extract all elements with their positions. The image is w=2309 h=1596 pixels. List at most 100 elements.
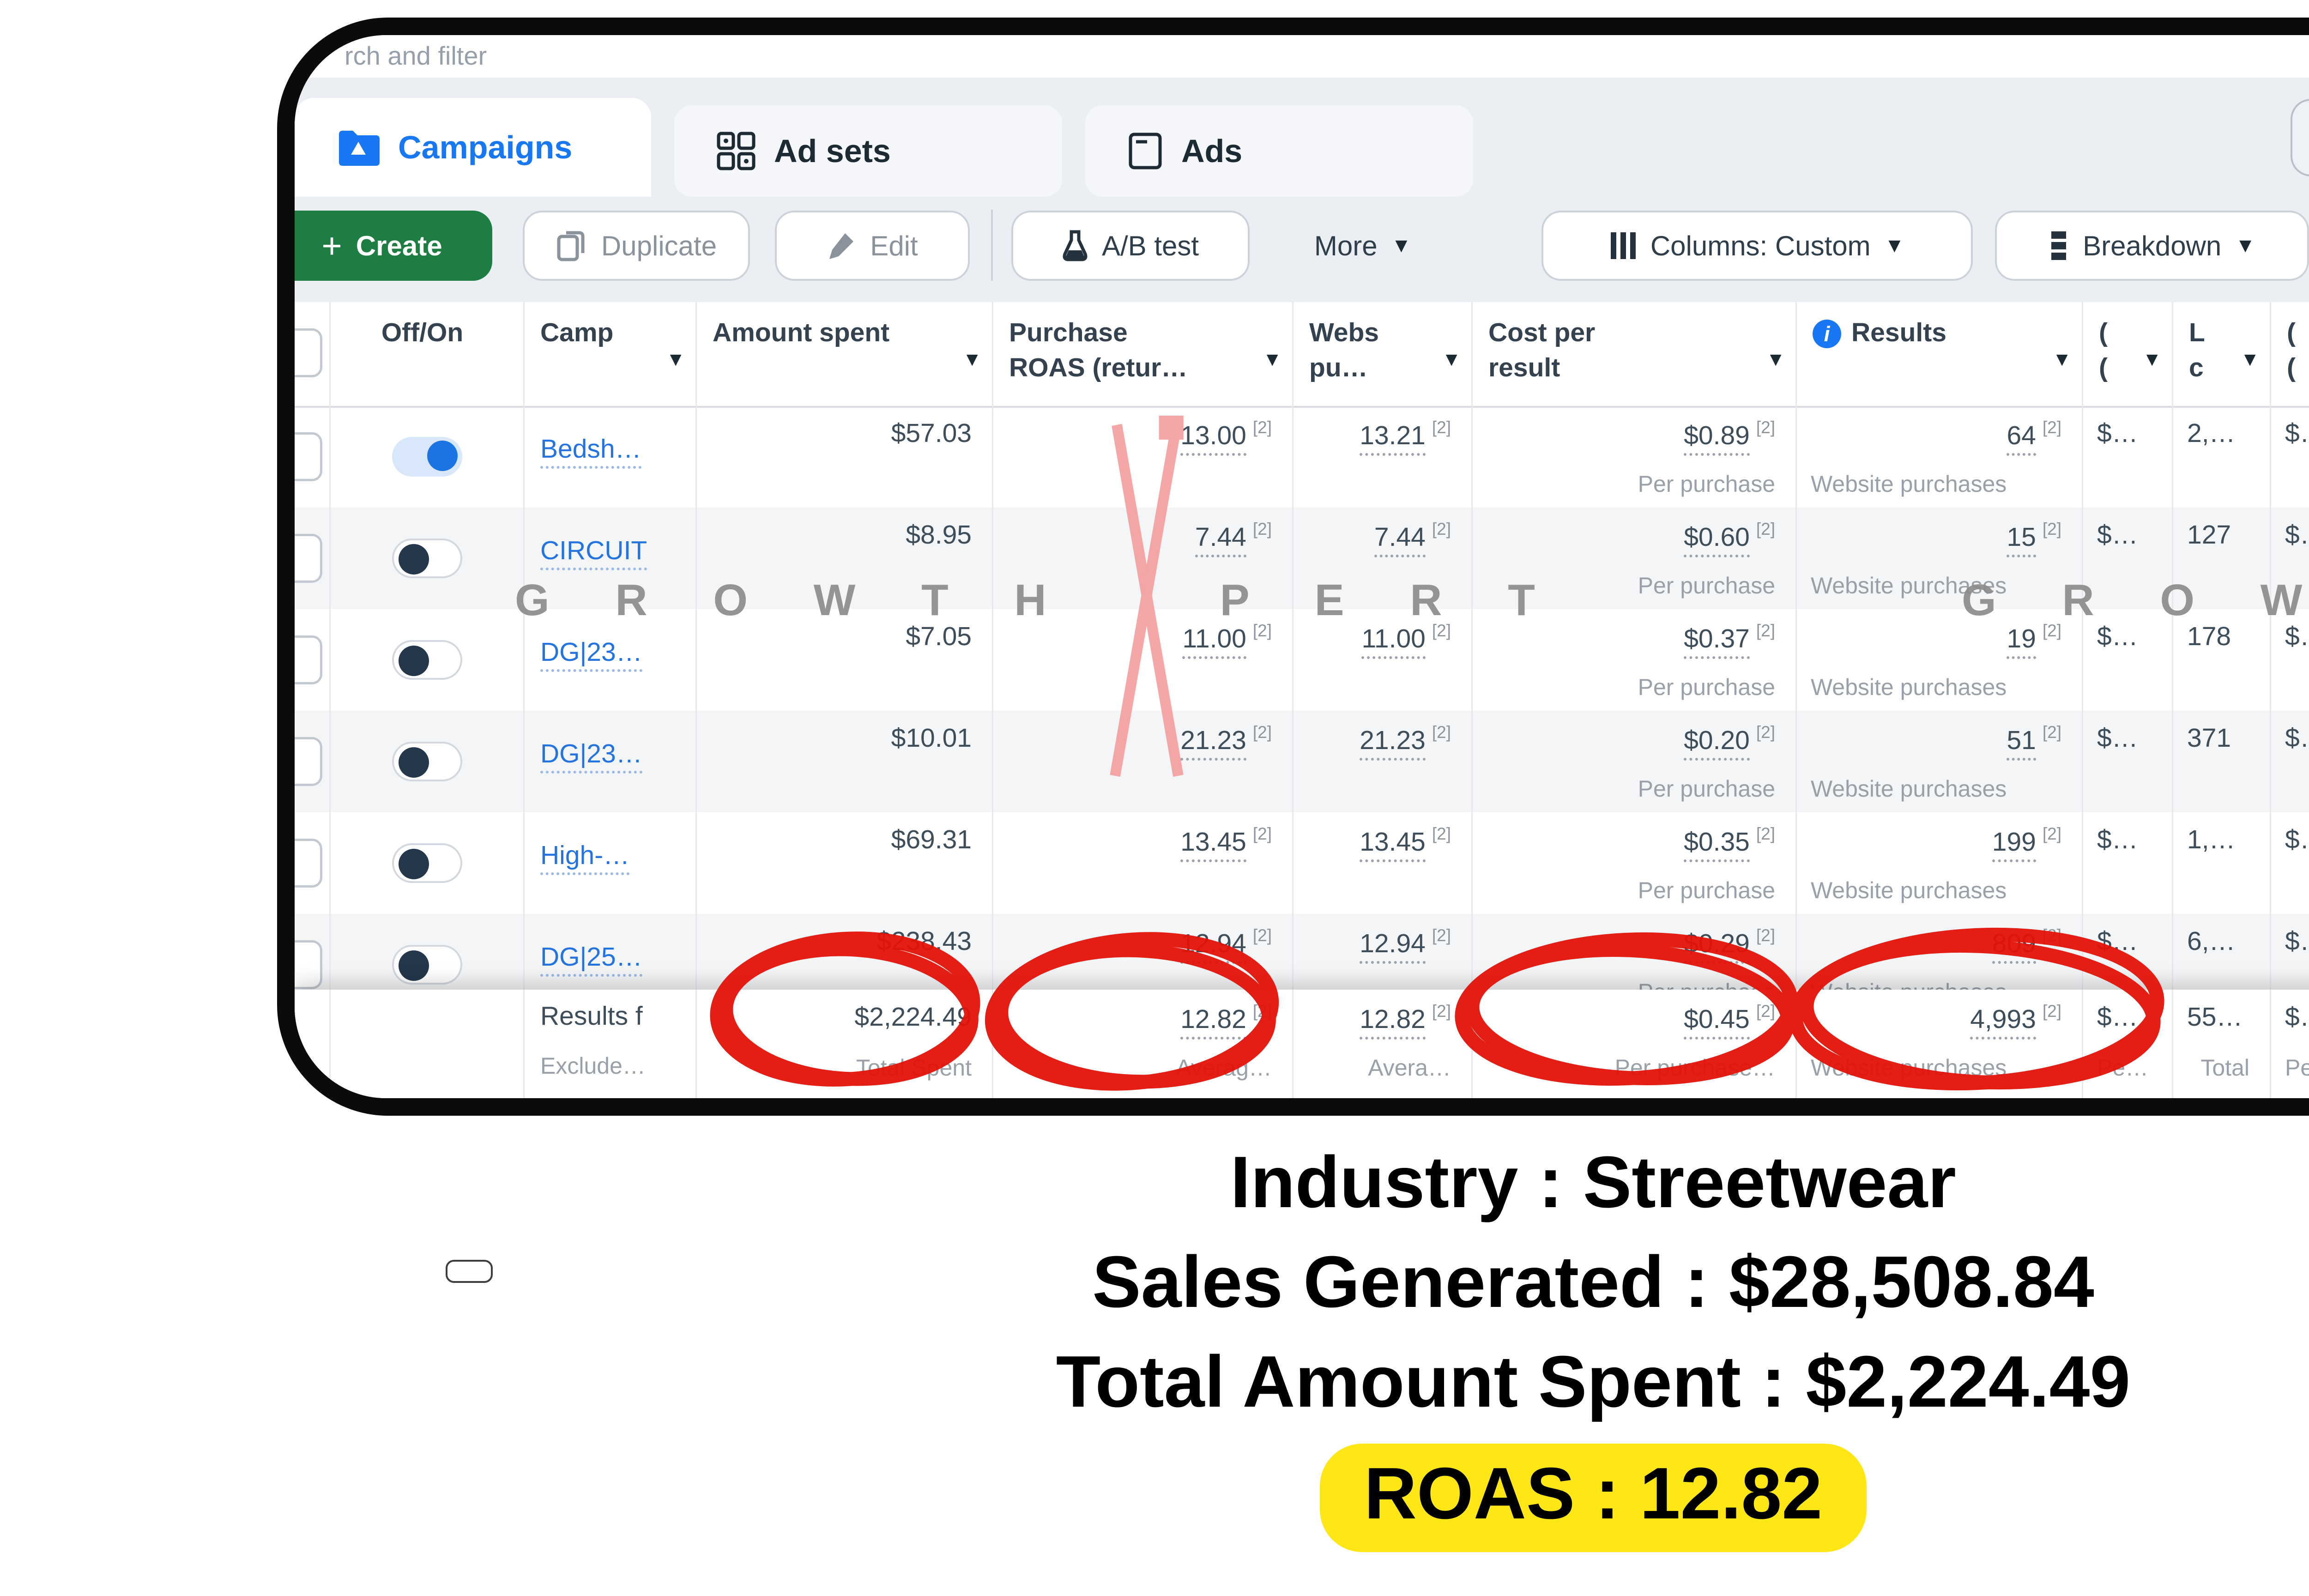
metric-value-text[interactable]: 199 bbox=[1992, 827, 2036, 862]
summary-industry: Industry : Streetwear bbox=[1230, 1142, 1956, 1223]
campaign-toggle[interactable] bbox=[392, 640, 462, 680]
metric-value: $… bbox=[2271, 1002, 2309, 1032]
campaign-toggle[interactable] bbox=[392, 437, 462, 477]
sort-caret-icon[interactable]: ▼ bbox=[2052, 348, 2072, 370]
metric-value-text: $… bbox=[2097, 622, 2138, 651]
toolbar: + Create Duplicate Edit bbox=[295, 197, 2309, 302]
row-checkbox[interactable] bbox=[295, 839, 322, 888]
row-checkbox[interactable] bbox=[295, 737, 322, 786]
metric-value-text[interactable]: 11.00 bbox=[1361, 624, 1426, 659]
campaign-name-link[interactable]: DG|25… bbox=[540, 942, 642, 977]
sort-caret-icon[interactable]: ▼ bbox=[666, 348, 685, 370]
sort-caret-icon[interactable]: ▼ bbox=[2142, 348, 2162, 370]
metric-value-text[interactable]: 13.00 bbox=[1180, 421, 1246, 456]
metric-value-text[interactable]: 12.94 bbox=[1360, 929, 1426, 964]
row-checkbox[interactable] bbox=[295, 635, 322, 684]
row-checkbox[interactable] bbox=[295, 940, 322, 989]
campaign-name-link[interactable]: DG|23… bbox=[540, 738, 642, 774]
column-header-website_purchase_roas[interactable]: Webs pu… ▼ bbox=[1294, 302, 1473, 406]
metric-sublabel: Per purchase bbox=[1638, 471, 1775, 497]
metric-value-text[interactable]: 13.45 bbox=[1180, 827, 1246, 862]
sort-caret-icon[interactable]: ▼ bbox=[1263, 348, 1282, 370]
campaign-toggle[interactable] bbox=[392, 843, 462, 883]
sort-caret-icon[interactable]: ▼ bbox=[2240, 348, 2260, 370]
column-header-col_paren_1[interactable]: ((▼ bbox=[2083, 302, 2173, 406]
column-header-purchase_roas[interactable]: Purchase ROAS (retur… ▼ bbox=[993, 302, 1294, 406]
tab-ad-sets[interactable]: Ad sets bbox=[674, 105, 1062, 197]
metric-value-text[interactable]: 21.23 bbox=[1180, 725, 1246, 761]
metric-value-text[interactable]: $0.29 bbox=[1684, 929, 1750, 964]
column-header-select[interactable] bbox=[295, 302, 331, 406]
column-header-campaign[interactable]: Camp ▼ bbox=[525, 302, 697, 406]
ab-test-button[interactable]: A/B test bbox=[1011, 211, 1250, 281]
metric-value: 51 [2] bbox=[1797, 723, 2082, 761]
metric-value-text[interactable]: 7.44 bbox=[1195, 522, 1246, 557]
metric-value-text[interactable]: $0.89 bbox=[1684, 421, 1750, 456]
metric-value-text: $8.95 bbox=[906, 520, 972, 550]
metric-value-text[interactable]: 12.82 bbox=[1360, 1004, 1426, 1040]
metric-value-text[interactable]: 7.44 bbox=[1374, 522, 1426, 557]
stray-checkbox[interactable] bbox=[446, 1260, 493, 1283]
metric-value-text[interactable]: $0.20 bbox=[1684, 725, 1750, 761]
metric-value: $… bbox=[2271, 520, 2309, 550]
metric-sublabel: Website purchases bbox=[1811, 471, 2007, 497]
metric-value-text[interactable]: 21.23 bbox=[1360, 725, 1426, 761]
campaign-name-link[interactable]: Bedsh… bbox=[540, 434, 641, 469]
metric-value-text[interactable]: $0.60 bbox=[1684, 522, 1750, 557]
duplicate-button[interactable]: Duplicate bbox=[523, 211, 750, 281]
metric-value-text[interactable]: 13.45 bbox=[1360, 827, 1426, 862]
search-and-filter-placeholder[interactable]: rch and filter bbox=[345, 41, 487, 70]
more-button[interactable]: More ▼ bbox=[1285, 211, 1440, 281]
column-header-results[interactable]: i Results ▼ bbox=[1797, 302, 2083, 406]
metric-value-text[interactable]: 64 bbox=[2007, 421, 2036, 456]
campaign-name-link[interactable]: DG|23… bbox=[540, 637, 642, 672]
sort-caret-icon[interactable]: ▼ bbox=[962, 348, 982, 370]
metric-cell: $0.35 [2] Per purchase bbox=[1473, 812, 1797, 914]
columns-button[interactable]: Columns: Custom ▼ bbox=[1541, 211, 1973, 281]
metric-value: 127 bbox=[2173, 520, 2270, 550]
campaign-name-link[interactable]: CIRCUIT bbox=[540, 535, 647, 570]
metric-value-text[interactable]: $0.45 bbox=[1684, 1004, 1750, 1040]
metric-value: 6,… bbox=[2173, 926, 2270, 956]
metric-value: 12.94 [2] bbox=[993, 926, 1292, 964]
row-checkbox[interactable] bbox=[295, 534, 322, 583]
metric-cell: $… bbox=[2271, 812, 2309, 914]
column-header-line1: Purchase bbox=[1009, 318, 1128, 347]
column-header-amount_spent[interactable]: Amount spent ▼ bbox=[697, 302, 993, 406]
metric-value-text[interactable]: 51 bbox=[2007, 725, 2036, 761]
create-button[interactable]: + Create bbox=[295, 211, 492, 281]
toggle-knob bbox=[398, 950, 429, 981]
metric-value-text[interactable]: 13.21 bbox=[1360, 421, 1426, 456]
edit-button[interactable]: Edit bbox=[775, 211, 970, 281]
metric-value-text[interactable]: 809 bbox=[1992, 929, 2036, 964]
column-header-cost_per_result[interactable]: Cost per result ▼ bbox=[1473, 302, 1797, 406]
campaign-toggle[interactable] bbox=[392, 538, 462, 578]
tab-campaigns[interactable]: Campaigns bbox=[295, 98, 651, 197]
metric-value-text[interactable]: 15 bbox=[2007, 522, 2036, 557]
column-header-onoff[interactable]: Off/On bbox=[331, 302, 525, 406]
sort-caret-icon[interactable]: ▼ bbox=[1766, 348, 1785, 370]
campaign-name-link[interactable]: High-… bbox=[540, 840, 630, 875]
sort-caret-icon[interactable]: ▼ bbox=[1442, 348, 1461, 370]
campaign-toggle[interactable] bbox=[392, 742, 462, 781]
metric-value-text[interactable]: 11.00 bbox=[1182, 624, 1246, 659]
row-checkbox[interactable] bbox=[295, 432, 322, 481]
metric-value-text[interactable]: 19 bbox=[2007, 624, 2036, 659]
metric-cell: 64 [2] Website purchases bbox=[1797, 406, 2083, 508]
tab-ads[interactable]: Ads bbox=[1085, 105, 1473, 197]
metric-value-text[interactable]: 12.82 bbox=[1180, 1004, 1246, 1040]
metric-cell: $7.05 bbox=[697, 609, 993, 711]
metric-value-text[interactable]: 12.94 bbox=[1180, 929, 1246, 964]
metric-value-text[interactable]: $0.37 bbox=[1684, 624, 1750, 659]
ad-sets-grid-icon bbox=[717, 132, 756, 170]
campaign-toggle[interactable] bbox=[392, 945, 462, 985]
column-header-col_paren_2[interactable]: ((▼ bbox=[2271, 302, 2309, 406]
select-all-checkbox[interactable] bbox=[295, 328, 322, 377]
column-header-line1: ( bbox=[2287, 318, 2296, 347]
metric-value-text[interactable]: 4,993 bbox=[1970, 1004, 2036, 1040]
metric-value: $0.89 [2] bbox=[1473, 418, 1795, 456]
date-range-dropdown[interactable]: Maximum: 10 Dec 2021 - 10 Jan 2025 ▼ bbox=[2291, 99, 2309, 176]
metric-value-text[interactable]: $0.35 bbox=[1684, 827, 1750, 862]
breakdown-button[interactable]: Breakdown ▼ bbox=[1995, 211, 2309, 281]
